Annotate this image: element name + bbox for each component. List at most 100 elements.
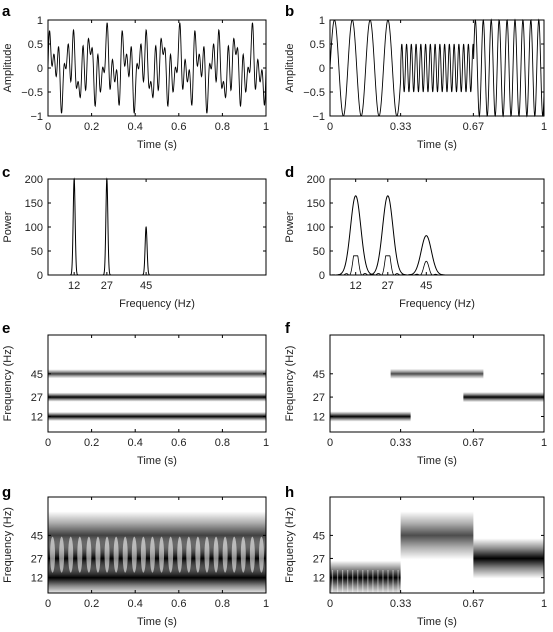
plot-frame-h	[329, 496, 545, 594]
y-tick-label: 0.5	[310, 39, 325, 51]
interference-stripe	[249, 536, 255, 573]
x-tick-label: 0.4	[128, 437, 143, 449]
interference-stripe	[140, 536, 146, 573]
plot-frame-e	[47, 334, 267, 433]
x-tick-label: 0	[45, 121, 51, 133]
interference-stripe	[240, 536, 246, 573]
x-tick-label: 0	[45, 598, 51, 610]
panel-e: 0 0.2 0.4 0.6 0.8 1 12 27 45 Time (s) Frequency (H…	[2, 320, 269, 467]
x-tick-label: 0	[327, 121, 333, 133]
interference-stripe	[149, 536, 155, 573]
x-tick-label: 1	[263, 437, 269, 449]
plot-frame-g	[47, 496, 267, 594]
heatmap-body	[330, 368, 544, 422]
spectrum-peak-12	[336, 195, 375, 276]
band-27hz	[473, 538, 544, 579]
y-tick-label: 150	[307, 198, 325, 210]
y-axis-label: Frequency (Hz)	[2, 507, 14, 583]
panel-d: 12 27 45 0 50 100 150 200 Frequency (Hz) Power d	[284, 164, 545, 310]
band-27hz	[463, 392, 544, 403]
y-axis-label: Power	[284, 211, 296, 243]
series-line	[329, 18, 545, 118]
x-tick-label: 12	[350, 280, 362, 292]
interference-stripe	[231, 536, 237, 573]
interference-stripe	[104, 536, 110, 573]
x-tick-label: 0	[327, 598, 333, 610]
interference-stripe	[131, 536, 137, 573]
y-tick-label: 12	[313, 411, 325, 423]
interference-stripe	[168, 536, 174, 573]
y-tick-label: 12	[31, 573, 43, 585]
band-12hz	[48, 411, 266, 421]
band-45hz	[400, 511, 474, 560]
y-tick-label: 150	[25, 198, 43, 210]
y-tick-label: 0	[37, 270, 43, 282]
band-12hz	[330, 411, 411, 422]
spectrum-peak-45	[141, 226, 151, 276]
x-tick-label: 0	[45, 437, 51, 449]
interference-stripe	[195, 536, 201, 573]
x-axis-label: Frequency (Hz)	[399, 298, 475, 310]
panel-letter: e	[2, 320, 10, 337]
x-axis-label: Time (s)	[417, 616, 457, 628]
interference-stripe	[177, 536, 183, 573]
x-tick-label: 27	[382, 280, 394, 292]
plot-frame-a	[47, 19, 267, 117]
x-tick-label: 1	[541, 437, 547, 449]
interference-stripe	[50, 536, 56, 573]
x-tick-label: 0.67	[463, 598, 484, 610]
x-tick-label: 1	[541, 121, 547, 133]
x-tick-label: 45	[140, 280, 152, 292]
x-tick-label: 0.2	[84, 437, 99, 449]
x-tick-label: 0.4	[128, 598, 143, 610]
panel-h: 0 0.33 0.67 1 12 27 45 Time (s) Frequency (Hz) h	[284, 484, 547, 628]
x-axis-label: Time (s)	[417, 455, 457, 467]
interference-stripe	[258, 536, 264, 573]
y-axis-label: Amplitude	[2, 44, 14, 93]
y-tick-label: 12	[313, 573, 325, 585]
x-axis-label: Time (s)	[137, 455, 177, 467]
plot-frame-b	[329, 19, 545, 117]
y-tick-label: 0	[37, 63, 43, 75]
panel-c: 12 27 45 0 50 100 150 200 Frequency (Hz) Power c	[2, 164, 267, 310]
y-axis-label: Frequency (Hz)	[284, 507, 296, 583]
interference-stripe	[186, 536, 192, 573]
x-tick-label: 0.6	[171, 121, 186, 133]
x-tick-label: 0.2	[84, 121, 99, 133]
panel-letter: a	[2, 3, 11, 20]
panel-b: 0 0.33 0.67 1 −1 −0.5 0 0.5 1 Time (s) Amplitude b	[284, 3, 547, 151]
heatmap-body	[330, 511, 544, 593]
x-axis-label: Frequency (Hz)	[119, 298, 195, 310]
plot-frame-c	[47, 178, 267, 276]
panel-letter: b	[285, 3, 294, 20]
heatmap-body	[48, 511, 266, 593]
band-45hz	[48, 369, 266, 379]
y-tick-label: 200	[307, 174, 325, 186]
spectrum-peak-27	[368, 195, 408, 276]
y-tick-label: 0	[319, 270, 325, 282]
y-tick-label: 27	[313, 553, 325, 565]
panel-g: 0 0.2 0.4 0.6 0.8 1 12 27 45 Time (s) Frequency (H…	[2, 484, 269, 628]
interference-stripe	[59, 536, 65, 573]
x-tick-label: 0.67	[463, 437, 484, 449]
interference-stripe	[68, 536, 74, 573]
spectrum-peak-27	[102, 177, 112, 276]
x-tick-label: 45	[420, 280, 432, 292]
heatmap-body	[48, 369, 266, 421]
band-12hz	[330, 560, 401, 593]
x-tick-label: 0.4	[128, 121, 143, 133]
interference-stripe	[213, 536, 219, 573]
y-tick-label: 200	[25, 174, 43, 186]
y-tick-label: 1	[37, 15, 43, 27]
y-tick-label: 45	[31, 369, 43, 381]
interference-stripe	[122, 536, 128, 573]
y-tick-label: −1	[312, 111, 325, 123]
interference-stripe	[86, 536, 92, 573]
x-tick-label: 0.8	[215, 121, 230, 133]
y-axis-label: Frequency (Hz)	[284, 346, 296, 422]
x-tick-label: 1	[541, 598, 547, 610]
y-tick-label: −0.5	[303, 87, 325, 99]
x-tick-label: 0.33	[390, 121, 411, 133]
interference-stripe	[159, 536, 165, 573]
